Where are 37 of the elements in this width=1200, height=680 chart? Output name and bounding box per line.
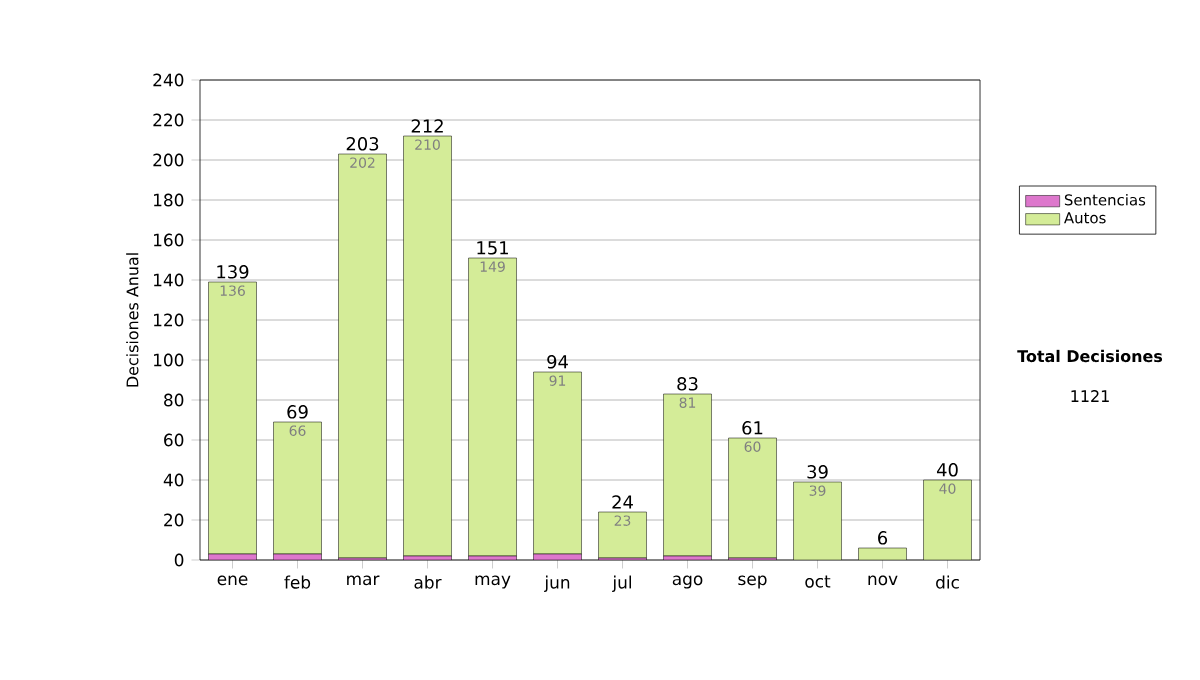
y-tick-label: 0 (174, 553, 184, 567)
y-tick-label: 200 (153, 153, 184, 167)
y-tick-label: 80 (164, 393, 184, 407)
total-label: 212 (411, 119, 443, 133)
y-tick-label: 160 (154, 233, 184, 247)
x-tick-label: sep (738, 575, 767, 589)
x-tick-label: may (475, 575, 511, 589)
y-tick-label: 60 (164, 433, 184, 447)
x-tick-label: nov (868, 575, 898, 586)
total-label: 69 (287, 405, 308, 419)
total-label: 203 (346, 137, 379, 151)
total-label: 6 (878, 531, 888, 545)
x-tick-label: oct (805, 575, 831, 588)
x-tick-label: jul (612, 575, 632, 592)
total-label: 94 (547, 355, 568, 369)
x-tick-label: ago (672, 575, 703, 589)
total-label: 39 (807, 465, 828, 479)
y-tick-label: 140 (154, 273, 184, 287)
x-tick-label: jun (544, 575, 570, 592)
x-tick-label: mar (347, 575, 380, 586)
total-label: 61 (742, 421, 763, 435)
total-label: 83 (677, 377, 698, 391)
x-tick-label: feb (284, 575, 311, 589)
total-label: 24 (612, 495, 633, 509)
y-tick-label: 20 (164, 513, 184, 527)
total-label: 151 (477, 241, 508, 255)
total-label: 40 (936, 463, 958, 477)
y-tick-label: 100 (154, 353, 184, 367)
x-tick-label: dic (936, 575, 959, 589)
y-tick-label: 40 (163, 473, 184, 487)
y-tick-label: 180 (154, 193, 184, 207)
y-tick-label: 220 (153, 113, 184, 127)
y-tick-label: 240 (153, 73, 184, 87)
x-tick-label: ene (217, 575, 248, 586)
y-tick-label: 120 (154, 313, 184, 327)
total-label: 139 (217, 265, 249, 279)
x-tick-label: abr (414, 575, 442, 589)
